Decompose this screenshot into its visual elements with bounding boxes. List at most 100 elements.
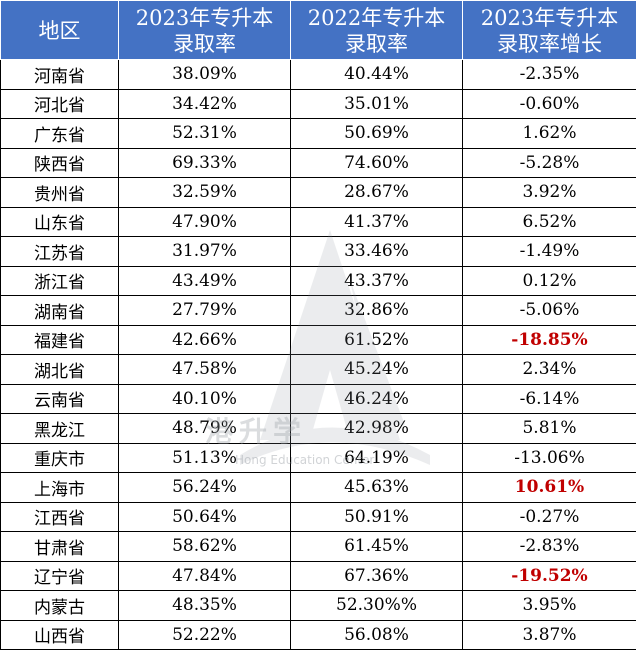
- cell-region: 福建省: [1, 325, 119, 355]
- cell-rate2022: 46.24%: [291, 384, 463, 414]
- cell-growth: 3.95%: [463, 591, 636, 621]
- column-header-2: 2022年专升本录取率: [291, 1, 463, 60]
- cell-region: 黑龙江: [1, 414, 119, 444]
- cell-rate2022: 45.24%: [291, 355, 463, 385]
- cell-rate2023: 27.79%: [119, 296, 291, 326]
- cell-rate2022: 40.44%: [291, 60, 463, 90]
- cell-rate2023: 34.42%: [119, 89, 291, 119]
- cell-growth: 1.62%: [463, 119, 636, 149]
- cell-growth: 10.61%: [463, 473, 636, 503]
- cell-growth: -19.52%: [463, 561, 636, 591]
- cell-rate2022: 67.36%: [291, 561, 463, 591]
- cell-growth: -18.85%: [463, 325, 636, 355]
- cell-region: 重庆市: [1, 443, 119, 473]
- cell-rate2023: 69.33%: [119, 148, 291, 178]
- cell-region: 陕西省: [1, 148, 119, 178]
- cell-region: 甘肃省: [1, 532, 119, 562]
- cell-region: 湖北省: [1, 355, 119, 385]
- cell-rate2022: 33.46%: [291, 237, 463, 267]
- cell-rate2022: 41.37%: [291, 207, 463, 237]
- cell-growth: -5.28%: [463, 148, 636, 178]
- cell-rate2023: 47.90%: [119, 207, 291, 237]
- cell-rate2023: 48.79%: [119, 414, 291, 444]
- cell-region: 贵州省: [1, 178, 119, 208]
- cell-rate2022: 28.67%: [291, 178, 463, 208]
- cell-rate2023: 38.09%: [119, 60, 291, 90]
- column-header-line1: 2022年专升本: [293, 5, 460, 31]
- cell-rate2022: 50.69%: [291, 119, 463, 149]
- cell-rate2023: 51.13%: [119, 443, 291, 473]
- cell-growth: -13.06%: [463, 443, 636, 473]
- cell-rate2023: 31.97%: [119, 237, 291, 267]
- cell-region: 上海市: [1, 473, 119, 503]
- cell-growth: -0.60%: [463, 89, 636, 119]
- cell-region: 山东省: [1, 207, 119, 237]
- column-header-1: 2023年专升本录取率: [119, 1, 291, 60]
- cell-rate2023: 56.24%: [119, 473, 291, 503]
- cell-rate2022: 52.30%%: [291, 591, 463, 621]
- cell-rate2023: 43.49%: [119, 266, 291, 296]
- cell-growth: 6.52%: [463, 207, 636, 237]
- cell-region: 河北省: [1, 89, 119, 119]
- cell-growth: -2.35%: [463, 60, 636, 90]
- cell-rate2023: 52.22%: [119, 620, 291, 650]
- cell-region: 湖南省: [1, 296, 119, 326]
- cell-growth: 3.92%: [463, 178, 636, 208]
- cell-rate2023: 47.84%: [119, 561, 291, 591]
- cell-rate2022: 64.19%: [291, 443, 463, 473]
- cell-growth: 0.12%: [463, 266, 636, 296]
- cell-growth: -6.14%: [463, 384, 636, 414]
- cell-region: 内蒙古: [1, 591, 119, 621]
- cell-growth: 3.87%: [463, 620, 636, 650]
- cell-rate2022: 32.86%: [291, 296, 463, 326]
- cell-region: 浙江省: [1, 266, 119, 296]
- cell-rate2023: 40.10%: [119, 384, 291, 414]
- column-header-line2: 录取率: [293, 31, 460, 57]
- cell-region: 云南省: [1, 384, 119, 414]
- cell-rate2022: 35.01%: [291, 89, 463, 119]
- cell-rate2023: 32.59%: [119, 178, 291, 208]
- cell-region: 河南省: [1, 60, 119, 90]
- column-header-line2: 录取率: [121, 31, 288, 57]
- cell-region: 辽宁省: [1, 561, 119, 591]
- cell-rate2022: 45.63%: [291, 473, 463, 503]
- cell-region: 江苏省: [1, 237, 119, 267]
- cell-growth: 2.34%: [463, 355, 636, 385]
- cell-rate2023: 52.31%: [119, 119, 291, 149]
- cell-rate2023: 48.35%: [119, 591, 291, 621]
- cell-growth: -0.27%: [463, 502, 636, 532]
- cell-rate2023: 58.62%: [119, 532, 291, 562]
- cell-rate2022: 61.45%: [291, 532, 463, 562]
- cell-region: 山西省: [1, 620, 119, 650]
- cell-rate2022: 56.08%: [291, 620, 463, 650]
- cell-rate2023: 42.66%: [119, 325, 291, 355]
- cell-rate2023: 47.58%: [119, 355, 291, 385]
- column-header-line1: 2023年专升本: [465, 5, 634, 31]
- cell-rate2022: 50.91%: [291, 502, 463, 532]
- column-header-3: 2023年专升本录取率增长: [463, 1, 636, 60]
- cell-region: 广东省: [1, 119, 119, 149]
- cell-growth: -1.49%: [463, 237, 636, 267]
- cell-region: 江西省: [1, 502, 119, 532]
